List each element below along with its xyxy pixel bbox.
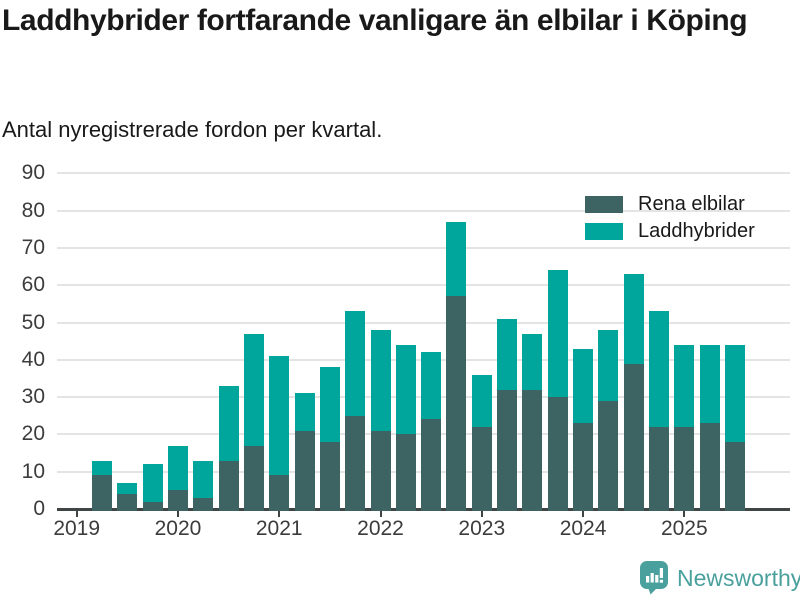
y-axis-label: 50 [21, 310, 45, 334]
y-axis-label: 30 [21, 385, 45, 409]
chart-subtitle: Antal nyregistrerade fordon per kvartal. [2, 117, 383, 142]
bar-segment-elbilar [117, 494, 138, 511]
y-axis-label: 20 [21, 422, 45, 446]
x-axis-tick [379, 510, 382, 517]
x-axis-label: 2024 [559, 517, 607, 540]
bar-segment-elbilar [674, 426, 695, 511]
gridline [57, 321, 790, 324]
bar-segment-elbilar [269, 475, 290, 511]
bar-segment-laddhybrider [142, 464, 163, 502]
bar-segment-laddhybrider [649, 311, 669, 427]
bar-segment-laddhybrider [319, 367, 340, 442]
bar-segment-elbilar [395, 434, 416, 511]
x-axis-label: 2022 [357, 517, 404, 540]
x-axis-label: 2025 [660, 517, 708, 540]
legend-item-elbilar: Rena elbilar [585, 194, 745, 214]
x-axis-tick [176, 510, 179, 517]
x-axis-label: 2023 [458, 517, 506, 540]
y-axis-label: 90 [21, 161, 45, 185]
bar-segment-laddhybrider [547, 270, 568, 398]
bar-segment-laddhybrider [193, 460, 214, 498]
bar-chart-speech-bubble-icon [640, 561, 668, 595]
bar-segment-laddhybrider [497, 318, 518, 390]
y-axis-label: 40 [21, 347, 45, 371]
bar-segment-elbilar [243, 445, 264, 511]
bar-segment-elbilar [522, 389, 543, 511]
legend-swatch-laddhybrider [585, 222, 623, 240]
x-axis-tick [75, 510, 78, 517]
bar-segment-elbilar [471, 426, 492, 511]
bar-segment-elbilar [724, 441, 745, 511]
bar-segment-laddhybrider [370, 329, 391, 431]
x-axis-tick [278, 510, 281, 517]
gridline [57, 284, 790, 287]
x-axis-tick [480, 510, 483, 517]
gridline [57, 246, 790, 249]
bar-segment-elbilar [598, 400, 619, 511]
bar-segment-elbilar [345, 415, 366, 511]
bar-segment-elbilar [623, 363, 644, 511]
bar-segment-laddhybrider [573, 348, 594, 424]
bar-segment-laddhybrider [294, 393, 315, 431]
bar-segment-laddhybrider [345, 311, 366, 416]
bar-segment-laddhybrider [522, 333, 543, 390]
bar-segment-elbilar [497, 389, 518, 511]
y-axis-label: 60 [21, 273, 45, 297]
bar-segment-elbilar [142, 501, 163, 511]
bar-segment-laddhybrider [674, 344, 695, 427]
bar-segment-elbilar [446, 296, 467, 511]
x-axis-tick [683, 510, 686, 517]
y-axis-label: 0 [33, 497, 45, 520]
bar-segment-elbilar [421, 419, 442, 511]
newsworthy-brand-text: Newsworthy [677, 565, 800, 591]
bar-segment-laddhybrider [218, 385, 239, 461]
bar-segment-laddhybrider [243, 333, 264, 446]
bar-segment-elbilar [167, 490, 188, 511]
gridline [57, 172, 790, 175]
legend-label-elbilar: Rena elbilar [638, 193, 745, 215]
legend-item-laddhybrider: Laddhybrider [585, 221, 755, 241]
bar-segment-laddhybrider [598, 329, 619, 401]
bar-segment-laddhybrider [446, 221, 467, 297]
bar-segment-laddhybrider [699, 344, 720, 424]
bar-segment-elbilar [699, 423, 720, 511]
bar-segment-laddhybrider [269, 356, 290, 476]
bar-segment-laddhybrider [471, 374, 492, 427]
y-axis-label: 10 [21, 459, 45, 483]
gridline [57, 209, 790, 212]
legend-swatch-elbilar [585, 195, 623, 213]
bar-segment-elbilar [573, 423, 594, 511]
x-axis-label: 2021 [255, 517, 303, 540]
bar-segment-laddhybrider [623, 274, 644, 364]
bar-segment-laddhybrider [117, 482, 138, 495]
x-axis-tick [582, 510, 585, 517]
bar-segment-laddhybrider [421, 352, 442, 420]
x-axis-label: 2019 [53, 517, 101, 540]
newsworthy-logo [639, 560, 671, 596]
legend-label-laddhybrider: Laddhybrider [638, 220, 755, 242]
bar-segment-elbilar [649, 426, 669, 511]
bar-segment-elbilar [92, 475, 113, 511]
bar-segment-elbilar [218, 460, 239, 511]
x-axis-label: 2020 [154, 517, 202, 540]
bar-segment-laddhybrider [167, 445, 188, 491]
bar-segment-laddhybrider [395, 344, 416, 435]
bar-segment-laddhybrider [92, 460, 113, 476]
chart-title: Laddhybrider fortfarande vanligare än el… [2, 4, 748, 37]
bar-segment-laddhybrider [724, 344, 745, 442]
y-axis-label: 80 [21, 198, 45, 222]
bar-segment-elbilar [370, 430, 391, 511]
y-axis-label: 70 [21, 235, 45, 259]
bar-segment-elbilar [319, 441, 340, 511]
bar-segment-elbilar [294, 430, 315, 511]
bar-segment-elbilar [547, 397, 568, 511]
bar-segment-elbilar [193, 497, 214, 511]
